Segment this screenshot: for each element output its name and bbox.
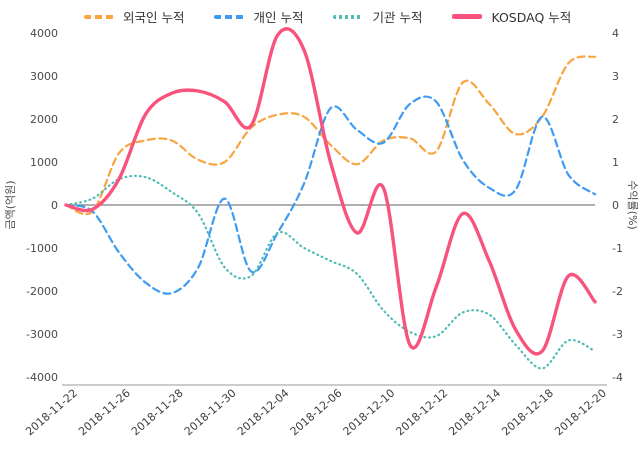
y-left-tick-label: 1000 — [30, 156, 58, 169]
series-line-individual — [64, 95, 597, 295]
legend-label-kosdaq: KOSDAQ 누적 — [491, 10, 572, 25]
y-right-tick-label: 1 — [612, 156, 619, 169]
x-tick-label: 2018-12-10 — [341, 386, 398, 438]
y-left-tick-label: 2000 — [30, 113, 58, 126]
y-right-tick-label: -1 — [612, 242, 623, 255]
y-left-tick-label: 4000 — [30, 27, 58, 40]
y-axis-title-left: 금액(억원) — [4, 180, 17, 229]
y-right-tick-label: 4 — [612, 27, 619, 40]
x-tick-label: 2018-12-18 — [499, 386, 556, 438]
x-tick-label: 2018-12-20 — [552, 386, 609, 438]
legend-label-foreign: 외국인 누적 — [123, 10, 185, 25]
y-left-tick-label: 3000 — [30, 70, 58, 83]
y-right-tick-label: -4 — [612, 371, 623, 384]
series-line-foreign — [64, 55, 597, 216]
legend-line-sample-foreign — [84, 14, 114, 19]
x-tick-label: 2018-12-14 — [446, 386, 503, 438]
y-axis-title-right: 수익률(%) — [626, 180, 639, 229]
legend-item-institution: 기관 누적 — [333, 7, 422, 26]
y-right-tick-label: -2 — [612, 285, 623, 298]
series-line-kosdaq — [64, 27, 597, 356]
legend-item-kosdaq: KOSDAQ 누적 — [452, 7, 571, 26]
y-right-tick-label: 2 — [612, 113, 619, 126]
legend-label-individual: 개인 누적 — [253, 10, 304, 25]
y-left-tick-label: -4000 — [26, 371, 58, 384]
legend-line-sample-kosdaq — [452, 14, 483, 19]
y-right-tick-label: 3 — [612, 70, 619, 83]
legend-item-foreign: 외국인 누적 — [84, 7, 184, 26]
y-left-tick-label: 0 — [51, 199, 58, 212]
x-tick-label: 2018-11-26 — [76, 386, 133, 438]
x-tick-label: 2018-11-30 — [182, 386, 239, 438]
y-left-tick-label: -1000 — [26, 242, 58, 255]
chart-legend: 외국인 누적 개인 누적 기관 누적 KOSDAQ 누적 — [84, 7, 571, 26]
x-tick-label: 2018-12-06 — [288, 386, 345, 438]
y-right-tick-label: 0 — [612, 199, 619, 212]
legend-item-individual: 개인 누적 — [214, 7, 303, 26]
legend-label-institution: 기관 누적 — [372, 10, 423, 25]
legend-line-sample-individual — [214, 14, 245, 19]
legend-line-sample-institution — [333, 14, 364, 19]
x-tick-label: 2018-12-04 — [235, 386, 292, 438]
y-right-tick-label: -3 — [612, 328, 623, 341]
x-tick-label: 2018-11-28 — [129, 386, 186, 438]
x-tick-label: 2018-11-22 — [23, 386, 80, 438]
y-left-tick-label: -2000 — [26, 285, 58, 298]
x-tick-label: 2018-12-12 — [393, 386, 450, 438]
y-left-tick-label: -3000 — [26, 328, 58, 341]
series-line-institution — [64, 174, 597, 370]
